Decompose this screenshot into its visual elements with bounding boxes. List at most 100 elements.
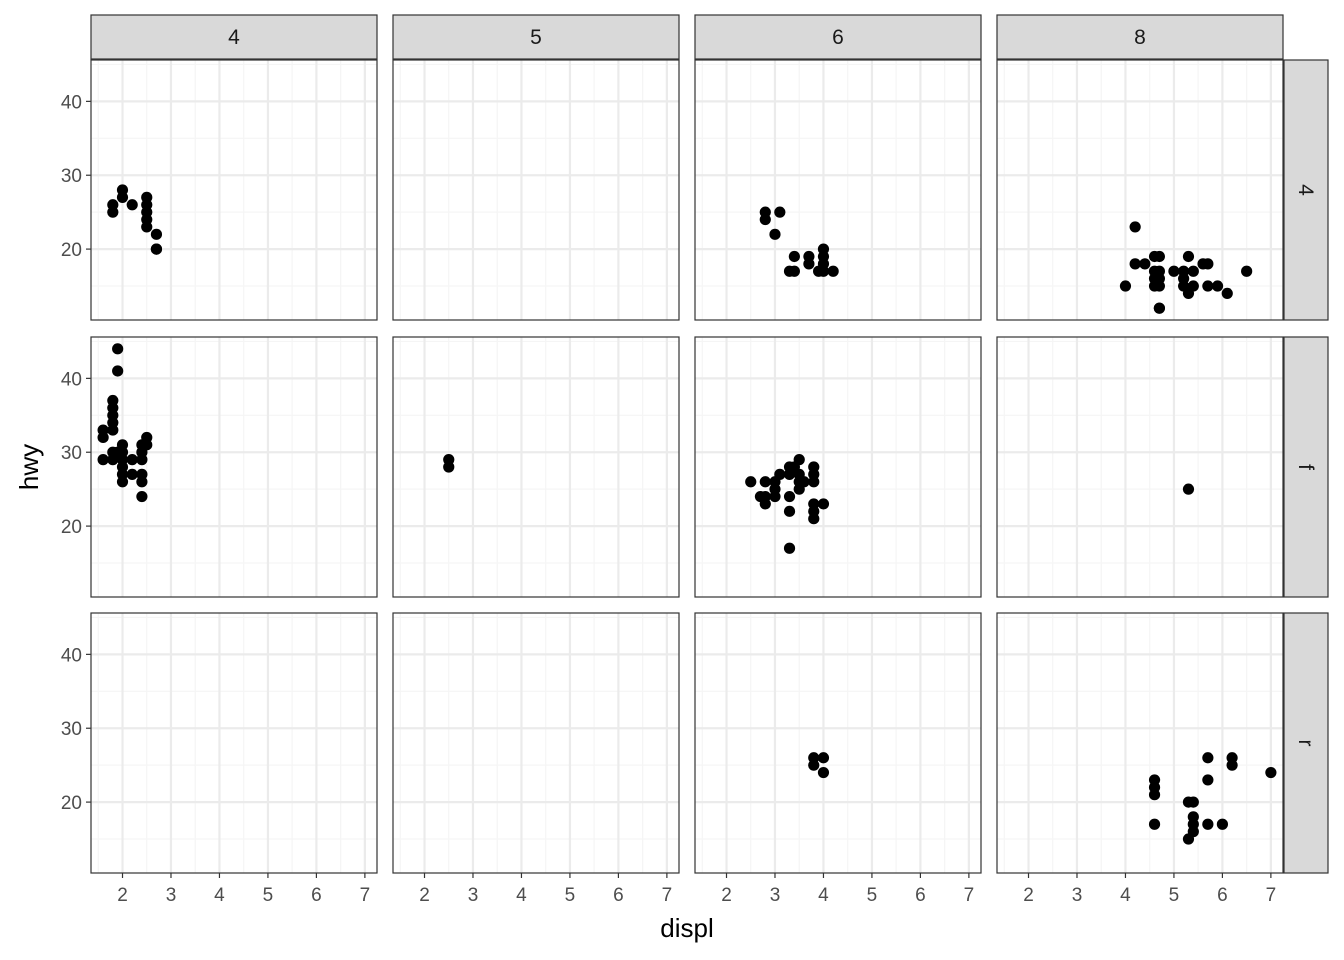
data-point	[1202, 752, 1214, 764]
x-tick-label: 2	[1023, 885, 1034, 906]
panel-background	[393, 613, 679, 873]
row-strip-f: f	[1283, 336, 1329, 598]
data-point	[1202, 774, 1214, 786]
data-point	[112, 365, 124, 377]
data-point	[1153, 250, 1165, 263]
y-axis-row-f: 20 30 40	[61, 369, 91, 538]
panel-background	[695, 337, 981, 597]
panel-background	[91, 60, 377, 320]
data-point	[1153, 302, 1165, 314]
data-point	[136, 490, 148, 503]
data-point	[769, 228, 781, 240]
data-point	[112, 343, 124, 355]
x-tick-label: 7	[662, 885, 673, 906]
row-strip-label: 4	[1294, 184, 1317, 196]
panel-background	[695, 60, 981, 320]
x-tick-label: 4	[1120, 885, 1131, 906]
data-point	[817, 766, 830, 779]
data-point	[1221, 287, 1233, 300]
x-axis-col-6: 2 3 4 5 6 7	[721, 873, 974, 906]
panel-border	[90, 612, 378, 874]
data-point	[1226, 759, 1238, 771]
data-point	[817, 498, 830, 510]
column-strip-background	[996, 14, 1284, 60]
data-point	[141, 439, 153, 451]
panel-4-8	[996, 59, 1284, 321]
strips-layer: 4 5 6 8 4 f r	[90, 14, 1329, 874]
panel-4-5	[392, 59, 680, 321]
row-strip-r: r	[1283, 612, 1329, 874]
data-point	[788, 250, 800, 263]
x-tick-label: 3	[1072, 885, 1083, 906]
x-axis-title: displ	[660, 913, 713, 943]
x-tick-label: 2	[117, 885, 128, 906]
panel-r-6	[694, 612, 982, 874]
y-tick-label: 30	[61, 443, 82, 464]
y-tick-label: 40	[61, 92, 82, 113]
x-tick-label: 3	[166, 885, 177, 906]
data-point	[759, 498, 771, 510]
panel-background	[393, 337, 679, 597]
data-point	[817, 752, 830, 764]
data-point	[783, 490, 796, 503]
data-point	[1148, 789, 1161, 801]
data-point	[1187, 796, 1199, 808]
column-strip-label: 4	[228, 26, 240, 49]
panel-r-8	[996, 612, 1284, 874]
panel-border	[694, 336, 982, 598]
x-tick-label: 7	[360, 885, 371, 906]
panel-background	[997, 613, 1283, 873]
data-point	[759, 213, 771, 226]
data-point	[1129, 221, 1141, 233]
data-point	[793, 454, 805, 466]
data-point	[808, 513, 820, 525]
panel-background	[997, 337, 1283, 597]
data-point	[1202, 818, 1214, 830]
panel-background	[695, 613, 981, 873]
y-axis-row-r: 20 30 40	[61, 645, 91, 814]
data-point	[1202, 280, 1214, 292]
column-strip-label: 5	[530, 26, 542, 49]
column-strip-label: 8	[1134, 26, 1146, 49]
data-point	[745, 476, 757, 488]
panel-border	[996, 612, 1284, 874]
panel-4-4	[90, 59, 378, 321]
column-strip-label: 6	[832, 26, 844, 49]
x-tick-label: 3	[770, 885, 781, 906]
x-tick-label: 3	[468, 885, 479, 906]
data-point	[126, 454, 138, 466]
panel-4-6	[694, 59, 982, 321]
data-point	[774, 468, 786, 480]
y-tick-label: 20	[61, 793, 82, 814]
y-axis-row-4: 20 30 40	[61, 92, 91, 261]
data-point	[1153, 280, 1165, 292]
x-tick-label: 5	[263, 885, 274, 906]
data-point	[1148, 818, 1161, 830]
data-point	[116, 191, 129, 203]
x-tick-label: 6	[1217, 885, 1228, 906]
y-tick-label: 20	[61, 240, 82, 261]
panel-border	[392, 59, 680, 321]
column-strip-background	[90, 14, 378, 60]
data-point	[1187, 280, 1199, 292]
panel-r-5	[392, 612, 680, 874]
data-point	[97, 454, 109, 466]
x-axis-col-4: 2 3 4 5 6 7	[117, 873, 370, 906]
data-point	[1211, 280, 1224, 292]
panel-background	[997, 60, 1283, 320]
data-point	[1119, 280, 1132, 292]
panel-border	[694, 59, 982, 321]
y-tick-label: 30	[61, 166, 82, 187]
column-strip-5: 5	[392, 14, 680, 60]
data-point	[759, 476, 771, 488]
data-point	[443, 461, 455, 473]
row-strip-background	[1283, 336, 1329, 598]
data-point	[1182, 483, 1195, 495]
x-tick-label: 4	[214, 885, 225, 906]
data-point	[150, 228, 163, 240]
panel-r-4	[90, 612, 378, 874]
x-tick-label: 5	[867, 885, 878, 906]
x-tick-label: 7	[1266, 885, 1277, 906]
data-point	[803, 258, 815, 270]
